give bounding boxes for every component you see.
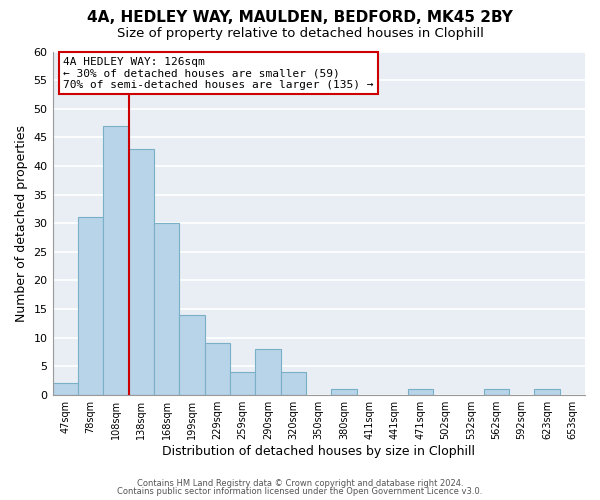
Bar [534, 389, 560, 394]
Text: Contains public sector information licensed under the Open Government Licence v3: Contains public sector information licen… [118, 487, 482, 496]
Text: 4A, HEDLEY WAY, MAULDEN, BEDFORD, MK45 2BY: 4A, HEDLEY WAY, MAULDEN, BEDFORD, MK45 2… [87, 10, 513, 25]
Bar [78, 218, 103, 394]
Text: Contains HM Land Registry data © Crown copyright and database right 2024.: Contains HM Land Registry data © Crown c… [137, 478, 463, 488]
Bar [331, 389, 357, 394]
Bar [484, 389, 509, 394]
Text: Size of property relative to detached houses in Clophill: Size of property relative to detached ho… [116, 28, 484, 40]
Bar [103, 126, 128, 394]
Bar [256, 349, 281, 395]
Bar [128, 148, 154, 394]
Bar [179, 314, 205, 394]
Y-axis label: Number of detached properties: Number of detached properties [15, 124, 28, 322]
Bar [281, 372, 306, 394]
Bar [230, 372, 256, 394]
Bar [53, 384, 78, 394]
Text: 4A HEDLEY WAY: 126sqm
← 30% of detached houses are smaller (59)
70% of semi-deta: 4A HEDLEY WAY: 126sqm ← 30% of detached … [63, 56, 374, 90]
Bar [154, 223, 179, 394]
Bar [205, 343, 230, 394]
Bar [407, 389, 433, 394]
X-axis label: Distribution of detached houses by size in Clophill: Distribution of detached houses by size … [162, 444, 475, 458]
